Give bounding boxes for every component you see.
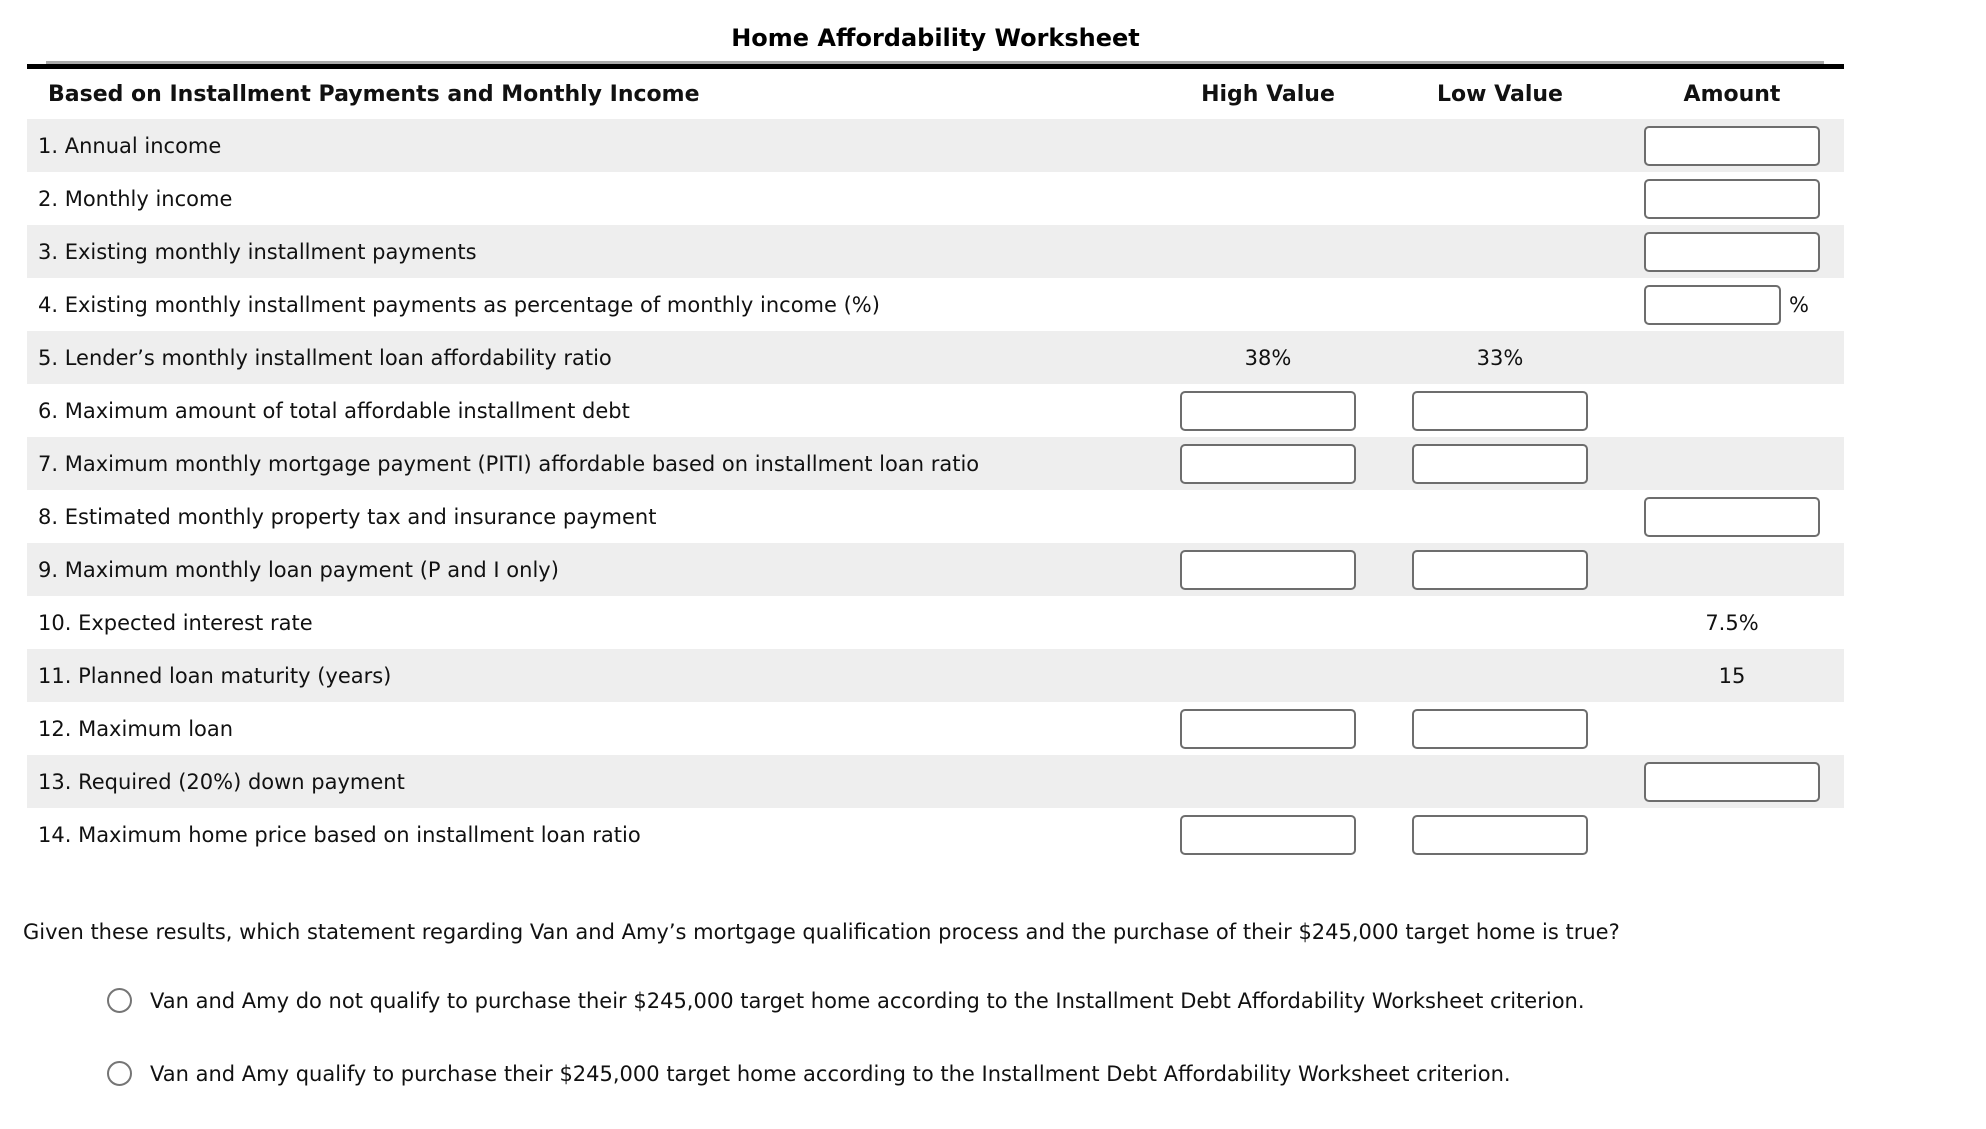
row-label-2: 2. Monthly income: [38, 186, 233, 211]
table-row-1: 1. Annual income: [27, 119, 1844, 172]
low-value-input-row-14[interactable]: [1412, 814, 1588, 855]
high-value-input-row-12[interactable]: [1180, 708, 1356, 749]
options-group: Van and Amy do not qualify to purchase t…: [0, 988, 1986, 1086]
table-row-4: 4. Existing monthly installment payments…: [27, 278, 1844, 331]
row-label-6: 6. Maximum amount of total affordable in…: [38, 398, 630, 423]
low-value-cell-row-6: [1412, 390, 1588, 431]
high-value-input-row-14[interactable]: [1180, 814, 1356, 855]
radio-button-option-1[interactable]: [107, 988, 132, 1013]
amount-cell-row-8: [1644, 496, 1820, 537]
amount-cell-row-4: %: [1644, 284, 1820, 325]
column-header-high-value: High Value: [1201, 81, 1335, 107]
high-value-input-row-6[interactable]: [1180, 390, 1356, 431]
amount-value-row-10: 7.5%: [1705, 610, 1759, 635]
amount-input-row-4[interactable]: [1644, 284, 1781, 325]
row-label-1: 1. Annual income: [38, 133, 222, 158]
low-value-input-row-12[interactable]: [1412, 708, 1588, 749]
low-value-cell-row-12: [1412, 708, 1588, 749]
worksheet: Home Affordability Worksheet Based on In…: [27, 24, 1844, 861]
radio-button-option-2[interactable]: [107, 1061, 132, 1086]
low-value-input-row-9[interactable]: [1412, 549, 1588, 590]
table-row-9: 9. Maximum monthly loan payment (P and I…: [27, 543, 1844, 596]
row-label-7: 7. Maximum monthly mortgage payment (PIT…: [38, 451, 980, 476]
table-row-3: 3. Existing monthly installment payments: [27, 225, 1844, 278]
high-value-cell-row-6: [1180, 390, 1356, 431]
row-label-8: 8. Estimated monthly property tax and in…: [38, 504, 657, 529]
divider-gray-rule: [46, 61, 1824, 64]
table-row-11: 11. Planned loan maturity (years) 15: [27, 649, 1844, 702]
worksheet-table-body: 1. Annual income 2. Monthly income 3. Exis…: [27, 119, 1844, 861]
low-value-cell-row-9: [1412, 549, 1588, 590]
high-value-input-row-7[interactable]: [1180, 443, 1356, 484]
table-header-row: Based on Installment Payments and Monthl…: [27, 69, 1844, 119]
table-row-13: 13. Required (20%) down payment: [27, 755, 1844, 808]
question-text: Given these results, which statement reg…: [23, 920, 1620, 944]
high-value-value-row-5: 38%: [1244, 345, 1292, 370]
amount-input-row-13[interactable]: [1644, 761, 1820, 802]
row-label-3: 3. Existing monthly installment payments: [38, 239, 477, 264]
high-value-cell-row-7: [1180, 443, 1356, 484]
row-label-9: 9. Maximum monthly loan payment (P and I…: [38, 557, 559, 582]
low-value-value-row-5: 33%: [1476, 345, 1524, 370]
divider-black-rule: [27, 64, 1844, 69]
worksheet-title: Home Affordability Worksheet: [731, 24, 1140, 52]
table-row-12: 12. Maximum loan: [27, 702, 1844, 755]
row-label-14: 14. Maximum home price based on installm…: [38, 822, 641, 847]
table-row-5: 5. Lender’s monthly installment loan aff…: [27, 331, 1844, 384]
row-label-11: 11. Planned loan maturity (years): [38, 663, 392, 688]
table-row-2: 2. Monthly income: [27, 172, 1844, 225]
answer-option-1[interactable]: Van and Amy do not qualify to purchase t…: [0, 988, 1986, 1013]
column-header-amount: Amount: [1683, 81, 1781, 107]
amount-input-row-2[interactable]: [1644, 178, 1820, 219]
table-row-6: 6. Maximum amount of total affordable in…: [27, 384, 1844, 437]
high-value-cell-row-14: [1180, 814, 1356, 855]
row-label-12: 12. Maximum loan: [38, 716, 234, 741]
amount-value-row-11: 15: [1718, 663, 1746, 688]
option-label-1: Van and Amy do not qualify to purchase t…: [150, 988, 1585, 1013]
low-value-input-row-6[interactable]: [1412, 390, 1588, 431]
row-label-13: 13. Required (20%) down payment: [38, 769, 405, 794]
option-label-2: Van and Amy qualify to purchase their $2…: [150, 1061, 1511, 1086]
row-label-10: 10. Expected interest rate: [38, 610, 313, 635]
high-value-input-row-9[interactable]: [1180, 549, 1356, 590]
column-header-low-value: Low Value: [1437, 81, 1563, 107]
table-row-14: 14. Maximum home price based on installm…: [27, 808, 1844, 861]
amount-cell-row-2: [1644, 178, 1820, 219]
answer-option-2[interactable]: Van and Amy qualify to purchase their $2…: [0, 1061, 1986, 1086]
low-value-input-row-7[interactable]: [1412, 443, 1588, 484]
column-header-description: Based on Installment Payments and Monthl…: [48, 81, 700, 107]
amount-input-row-3[interactable]: [1644, 231, 1820, 272]
low-value-cell-row-7: [1412, 443, 1588, 484]
amount-cell-row-3: [1644, 231, 1820, 272]
high-value-cell-row-12: [1180, 708, 1356, 749]
table-row-7: 7. Maximum monthly mortgage payment (PIT…: [27, 437, 1844, 490]
amount-cell-row-1: [1644, 125, 1820, 166]
amount-input-row-1[interactable]: [1644, 125, 1820, 166]
row-label-5: 5. Lender’s monthly installment loan aff…: [38, 345, 612, 370]
amount-cell-row-13: [1644, 761, 1820, 802]
percent-suffix-row-4: %: [1789, 292, 1809, 317]
low-value-cell-row-14: [1412, 814, 1588, 855]
row-label-4: 4. Existing monthly installment payments…: [38, 292, 880, 317]
table-row-8: 8. Estimated monthly property tax and in…: [27, 490, 1844, 543]
amount-input-row-8[interactable]: [1644, 496, 1820, 537]
table-row-10: 10. Expected interest rate 7.5%: [27, 596, 1844, 649]
high-value-cell-row-9: [1180, 549, 1356, 590]
